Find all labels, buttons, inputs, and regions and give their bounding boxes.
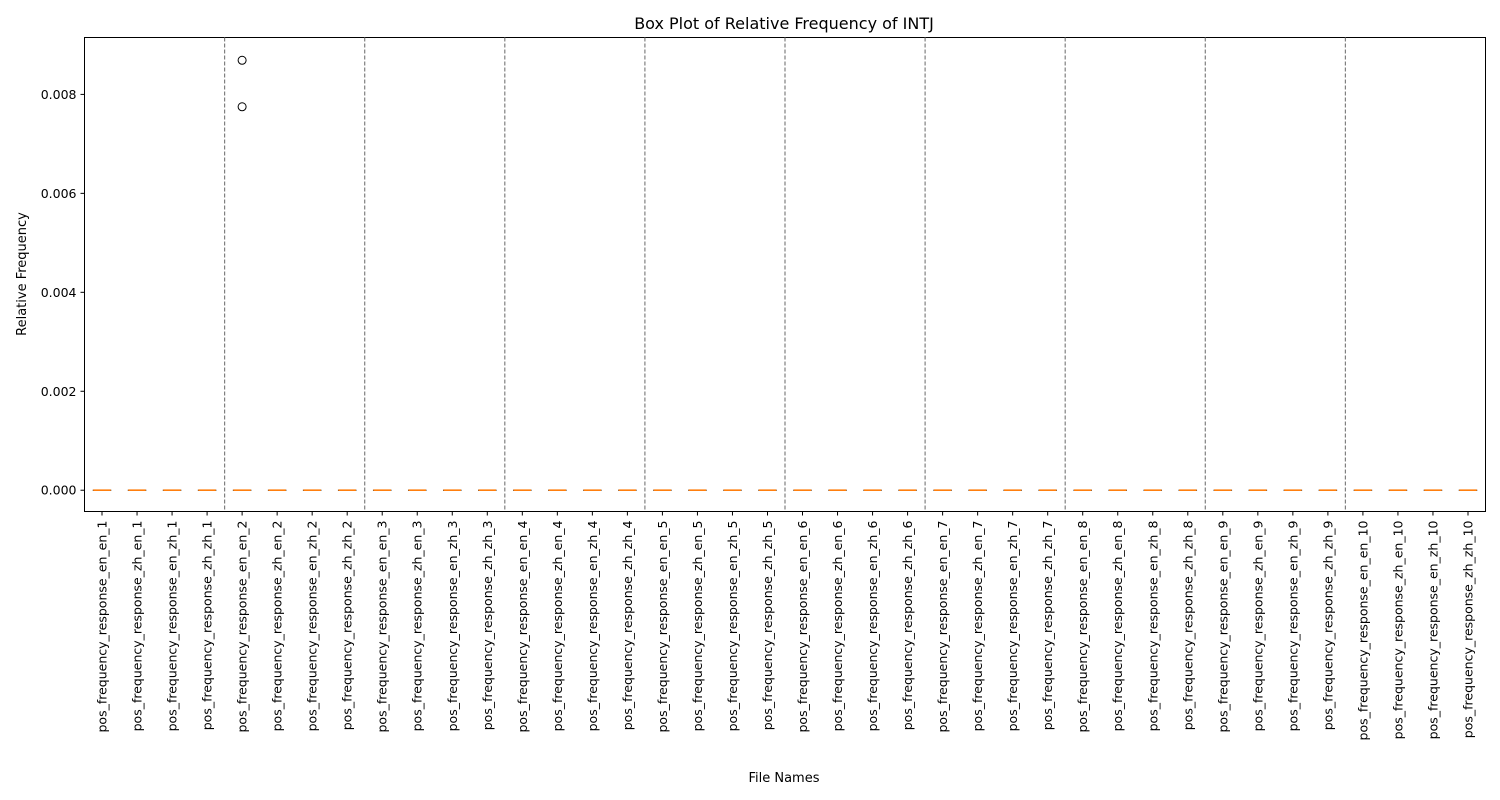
x-tick-label: pos_frequency_response_en_zh_8 <box>1145 520 1160 731</box>
x-tick-label: pos_frequency_response_en_zh_3 <box>445 521 460 732</box>
x-tick-label: pos_frequency_response_en_en_3 <box>375 521 390 733</box>
x-tick-label: pos_frequency_response_en_en_8 <box>1075 520 1090 732</box>
x-tick-label: pos_frequency_response_zh_zh_8 <box>1180 520 1195 730</box>
outlier-point <box>237 55 247 65</box>
x-tick-label: pos_frequency_response_zh_zh_9 <box>1320 520 1335 730</box>
x-tick-label: pos_frequency_response_en_zh_5 <box>725 521 740 732</box>
x-tick-label: pos_frequency_response_zh_zh_6 <box>900 520 915 730</box>
x-tick-label: pos_frequency_response_zh_zh_7 <box>1040 521 1055 731</box>
x-tick-label: pos_frequency_response_zh_zh_4 <box>620 520 635 730</box>
x-tick-label: pos_frequency_response_zh_en_9 <box>1250 520 1265 731</box>
x-tick-label: pos_frequency_response_en_zh_2 <box>305 521 320 732</box>
chart-title: Box Plot of Relative Frequency of INTJ <box>634 14 934 33</box>
x-tick-label: pos_frequency_response_en_en_6 <box>795 520 810 732</box>
x-tick-label: pos_frequency_response_zh_en_1 <box>130 521 145 732</box>
x-tick-label: pos_frequency_response_zh_en_3 <box>410 521 425 732</box>
x-tick-label: pos_frequency_response_zh_en_4 <box>550 520 565 731</box>
x-tick-label: pos_frequency_response_en_en_7 <box>935 521 950 733</box>
x-tick-label: pos_frequency_response_en_zh_1 <box>165 521 180 732</box>
x-tick-label: pos_frequency_response_zh_en_2 <box>270 521 285 732</box>
x-tick-label: pos_frequency_response_en_en_4 <box>515 520 530 732</box>
y-tick-label: 0.004 <box>41 285 77 300</box>
x-tick-label: pos_frequency_response_zh_en_8 <box>1110 520 1125 731</box>
x-tick-label: pos_frequency_response_en_en_1 <box>95 521 110 733</box>
x-tick-label: pos_frequency_response_zh_en_10 <box>1390 520 1405 739</box>
x-tick-label: pos_frequency_response_zh_zh_10 <box>1460 520 1475 738</box>
x-tick-label: pos_frequency_response_zh_zh_5 <box>760 521 775 731</box>
x-tick-label: pos_frequency_response_zh_zh_2 <box>340 521 355 731</box>
x-tick-label: pos_frequency_response_en_zh_4 <box>585 520 600 731</box>
x-tick-label: pos_frequency_response_en_en_9 <box>1215 520 1230 732</box>
x-tick-label: pos_frequency_response_en_zh_9 <box>1285 520 1300 731</box>
outlier-point <box>237 102 247 112</box>
x-tick-label: pos_frequency_response_en_zh_10 <box>1425 520 1440 739</box>
y-tick-label: 0.002 <box>41 384 77 399</box>
x-axis-label: File Names <box>748 771 819 786</box>
x-tick-label: pos_frequency_response_zh_en_6 <box>830 520 845 731</box>
x-tick-label: pos_frequency_response_en_en_10 <box>1355 520 1370 740</box>
x-tick-label: pos_frequency_response_zh_zh_1 <box>200 521 215 731</box>
y-tick-label: 0.000 <box>41 483 77 498</box>
x-tick-label: pos_frequency_response_en_zh_6 <box>865 520 880 731</box>
x-tick-label: pos_frequency_response_en_en_2 <box>235 521 250 733</box>
y-tick-label: 0.006 <box>41 186 77 201</box>
x-tick-label: pos_frequency_response_zh_zh_3 <box>480 521 495 731</box>
plot-area: 0.000 0.002 0.004 0.006 0.008 pos_frequency_r… <box>41 37 1486 740</box>
x-tick-label: pos_frequency_response_zh_en_5 <box>690 521 705 732</box>
x-tick-label: pos_frequency_response_en_zh_7 <box>1005 521 1020 732</box>
y-tick-label: 0.008 <box>41 87 77 102</box>
x-tick-label: pos_frequency_response_zh_en_7 <box>970 521 985 732</box>
box-5 <box>232 55 252 492</box>
y-axis-label: Relative Frequency <box>15 212 30 336</box>
x-tick-label: pos_frequency_response_en_en_5 <box>655 521 670 733</box>
